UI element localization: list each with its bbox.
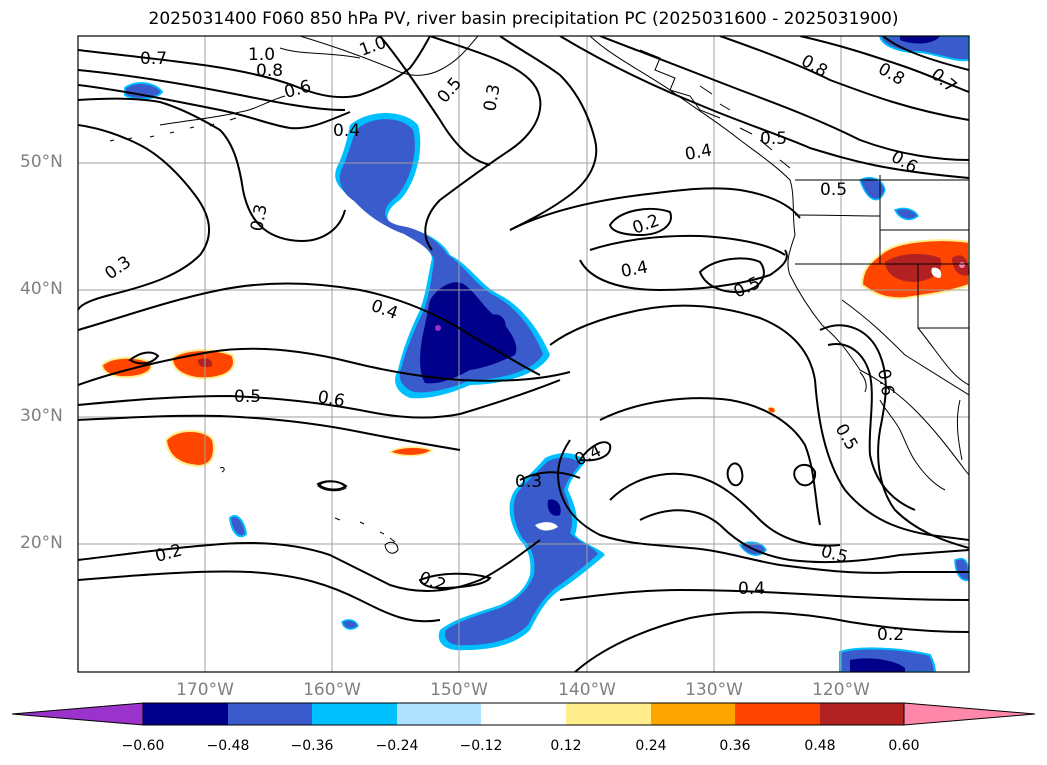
contour-label: 0.3 [480,83,504,113]
lat-label: 20°N [20,533,63,553]
colorbar-segment [228,703,312,725]
precip-negative-spot [124,82,164,100]
colorbar-tick-label: 0.60 [888,738,920,754]
colorbar-tick-label: 0.48 [804,738,836,754]
coastlines [109,36,969,554]
precip-negative-spot [341,619,359,630]
contour-label: 0.6 [316,387,346,411]
contour-label: 0.6 [888,147,921,178]
contour-label: 0.3 [101,252,135,284]
precip-positive-spot [388,446,434,457]
precip-negative-spot [859,177,886,201]
colorbar-segment [481,703,566,725]
contour-label: 0.2 [877,625,904,645]
lon-label: 160°W [303,680,361,700]
colorbar-tick-label: −0.36 [290,738,334,754]
map-frame [77,35,970,673]
contour-label: 0.5 [760,129,787,149]
lon-label: 150°W [430,680,488,700]
contour-label: 0.3 [247,203,271,233]
contour-label: 0.8 [875,59,908,90]
colorbar-tick-label: −0.12 [459,738,503,754]
contour-label: 0.4 [738,579,765,599]
precip-positive-blob-west [164,430,215,468]
contour-label: 0.5 [434,74,467,108]
colorbar-tick-label: −0.24 [375,738,419,754]
lon-label: 120°W [812,680,870,700]
precip-shading [100,36,969,672]
colorbar-tick-label: −0.48 [206,738,250,754]
contour-label: 0.6 [873,367,897,397]
contour-label: 0.2 [630,211,662,239]
contour-label: 0.5 [234,387,261,407]
lon-label: 170°W [176,680,234,700]
precip-negative-spot [228,515,248,538]
colorbar-segment [312,703,397,725]
precip-negative-spot [954,557,969,582]
pv-contours [78,36,969,672]
contour-label: 0.5 [819,542,850,568]
colorbar-segment [651,703,735,725]
contour-label: 0.7 [140,49,167,69]
colorbar-extend-low [11,702,144,726]
colorbar-segment [143,703,228,725]
precip-positive-spot [767,406,776,414]
lat-label: 40°N [20,279,63,299]
contour-label: 0.3 [515,472,542,492]
contour-label: 0.7 [927,65,961,98]
lat-label: 50°N [20,152,63,172]
contour-label: 0.5 [831,421,862,454]
lon-label: 140°W [558,680,616,700]
contour-label: 0.4 [333,121,360,141]
colorbar-tick-label: 0.24 [635,738,667,754]
contour-label: 0.6 [282,77,313,103]
map-title: 2025031400 F060 850 hPa PV, river basin … [148,9,899,29]
colorbar-tick-label: 0.36 [719,738,751,754]
contour-label: 0.5 [731,273,764,303]
colorbar-tick-label: −0.60 [121,738,165,754]
colorbar-segment [735,703,820,725]
colorbar [11,702,1036,726]
lat-label: 30°N [20,406,63,426]
contour-label: 1.0 [357,33,389,61]
contour-label: 0.5 [820,180,847,200]
contour-label: 0.4 [683,141,713,165]
contour-label: 1.0 [248,45,275,65]
precip-negative-spot [893,207,919,221]
contour-label: 0.4 [619,258,649,282]
lon-label: 130°W [685,680,743,700]
colorbar-segment [566,703,651,725]
colorbar-extend-high [903,702,1036,726]
colorbar-segment [397,703,481,725]
contour-label: 0.8 [256,61,283,81]
colorbar-segment [820,703,904,725]
colorbar-tick-label: 0.12 [550,738,582,754]
